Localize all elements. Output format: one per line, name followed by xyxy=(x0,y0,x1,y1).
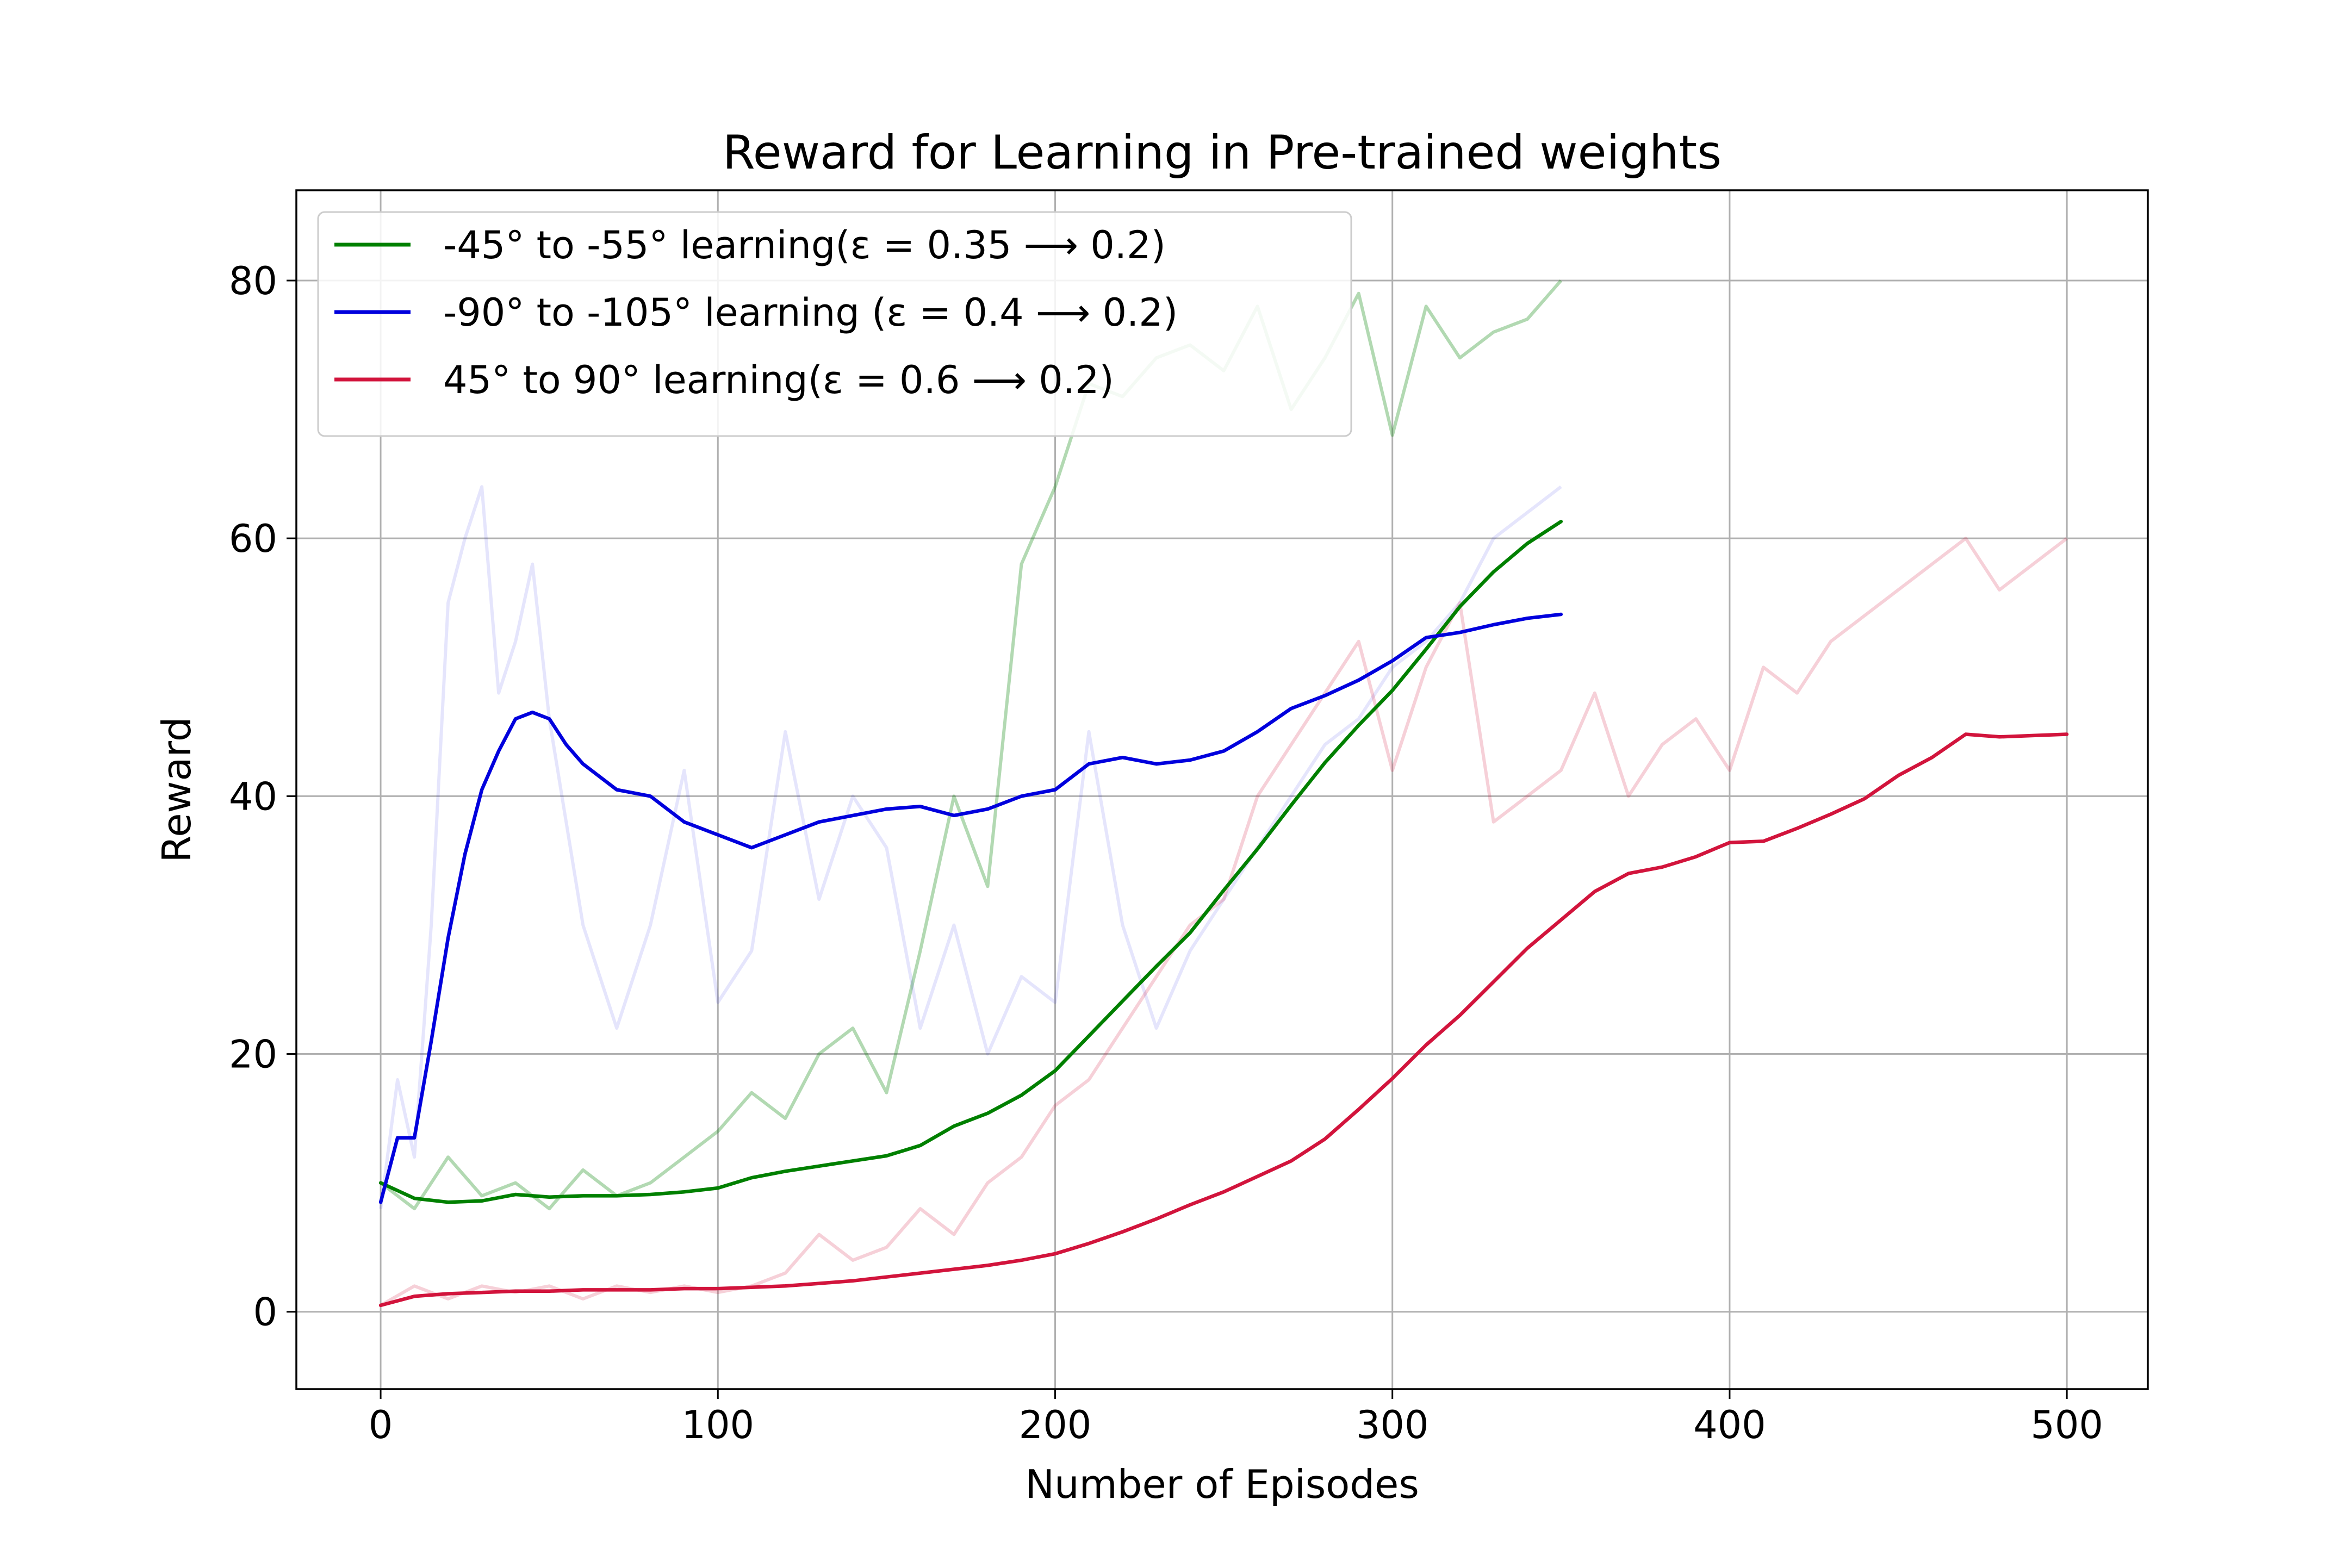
raw-series-line-1 xyxy=(379,485,1562,1209)
series-line-2 xyxy=(378,732,2069,1308)
x-tick-label: 0 xyxy=(369,1403,393,1447)
x-axis-label: Number of Episodes xyxy=(1025,1461,1419,1507)
legend: -45° to -55° learning(ε = 0.35 ⟶ 0.2) -90… xyxy=(317,211,1352,437)
series-layer xyxy=(378,520,2069,1308)
legend-label-0: -45° to -55° learning(ε = 0.35 ⟶ 0.2) xyxy=(443,223,1166,267)
series-line-1 xyxy=(378,612,1563,1204)
y-tick-label: 60 xyxy=(229,517,277,561)
y-tick-label: 80 xyxy=(229,259,277,303)
x-tick-label: 100 xyxy=(681,1403,754,1447)
legend-label-1: -90° to -105° learning (ε = 0.4 ⟶ 0.2) xyxy=(443,290,1178,335)
chart-title: Reward for Learning in Pre-trained weigh… xyxy=(723,126,1722,180)
series-line-0 xyxy=(378,520,1563,1204)
x-tick-label: 300 xyxy=(1356,1403,1429,1447)
y-tick-label: 0 xyxy=(253,1290,277,1335)
plot-frame xyxy=(295,189,2149,1390)
x-tick-label: 500 xyxy=(2030,1403,2103,1447)
y-tick-label: 40 xyxy=(229,774,277,819)
legend-label-2: 45° to 90° learning(ε = 0.6 ⟶ 0.2) xyxy=(443,358,1114,402)
y-axis-label: Reward xyxy=(154,717,200,862)
x-tick-label: 200 xyxy=(1019,1403,1092,1447)
tick-layer: 0 100 200 300 400 500 0 20 40 60 80 xyxy=(229,259,2103,1447)
legend-box xyxy=(317,211,1352,437)
x-tick-label: 400 xyxy=(1693,1403,1766,1447)
raw-series-line-0 xyxy=(380,279,1563,1211)
y-tick-label: 20 xyxy=(229,1032,277,1077)
